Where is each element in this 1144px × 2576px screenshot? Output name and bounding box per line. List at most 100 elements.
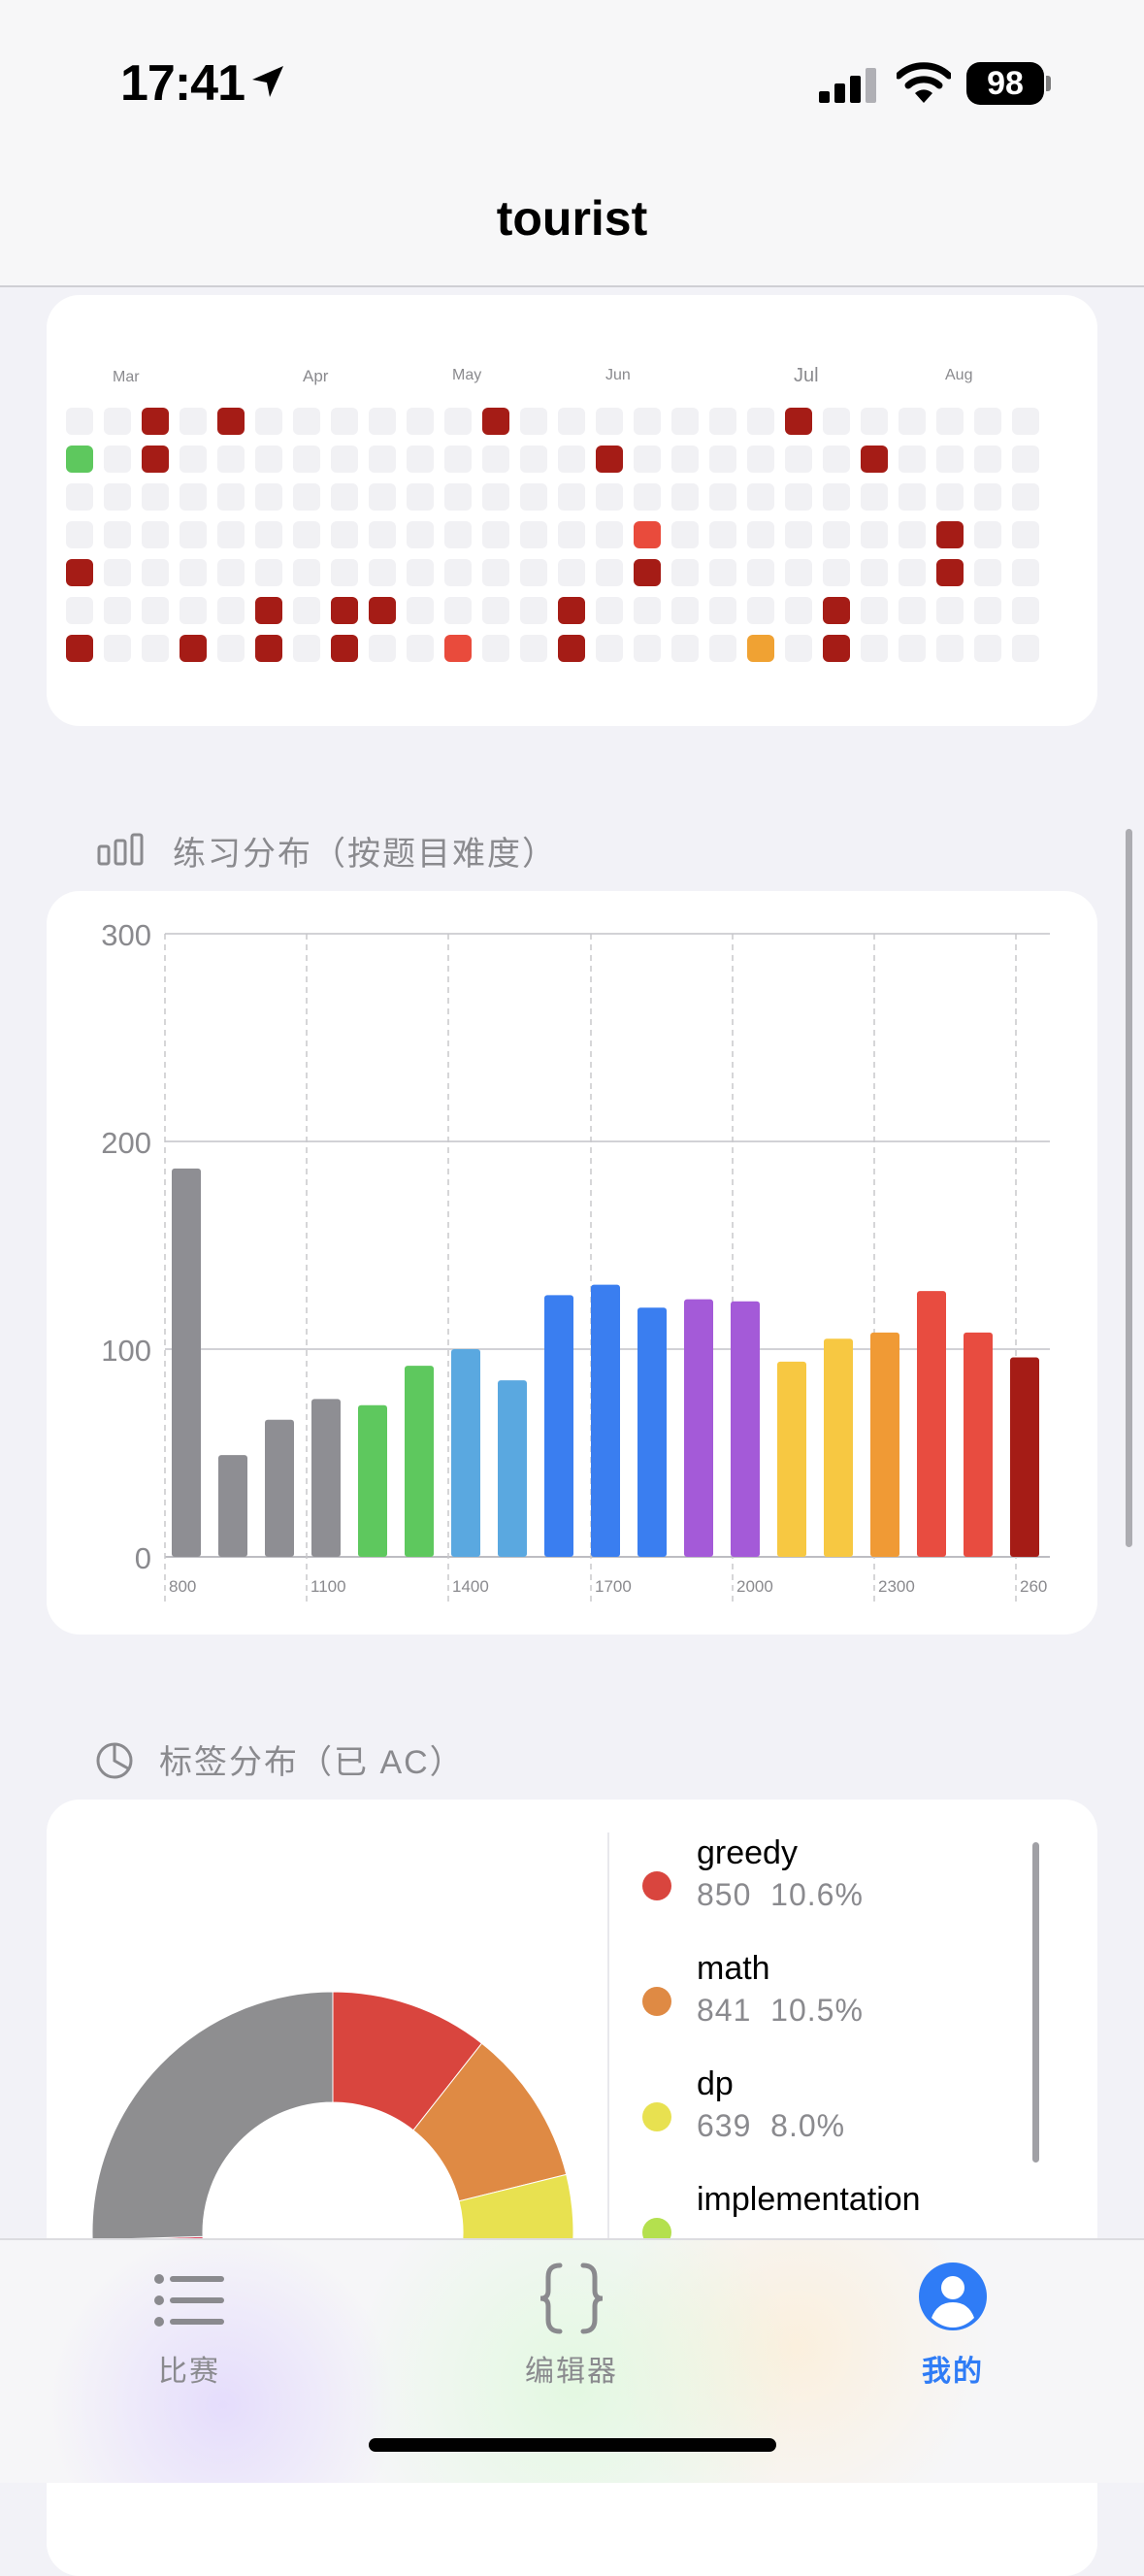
heatmap-cell bbox=[180, 597, 207, 624]
heatmap-cell bbox=[936, 521, 964, 548]
month-label: Aug bbox=[945, 367, 973, 383]
location-arrow-icon bbox=[252, 66, 283, 97]
heatmap-cell bbox=[596, 521, 623, 548]
bar-2500[interactable] bbox=[964, 1332, 993, 1557]
heatmap-cell bbox=[558, 483, 585, 511]
heatmap-cell bbox=[709, 559, 736, 586]
heatmap-cell bbox=[558, 597, 585, 624]
bar-1000[interactable] bbox=[265, 1419, 294, 1557]
heatmap-cell bbox=[407, 408, 434, 435]
heatmap-cell bbox=[671, 521, 699, 548]
bar-1700[interactable] bbox=[591, 1284, 620, 1557]
heatmap-cell bbox=[180, 635, 207, 662]
heatmap-cell bbox=[66, 635, 93, 662]
heatmap-cell bbox=[747, 597, 774, 624]
list-icon bbox=[154, 2274, 224, 2327]
page-title: tourist bbox=[496, 191, 648, 246]
heatmap-cell bbox=[142, 483, 169, 511]
heatmap-cell bbox=[1012, 635, 1039, 662]
heatmap-cell bbox=[671, 635, 699, 662]
y-tick-label: 0 bbox=[135, 1541, 151, 1575]
heatmap-cell bbox=[634, 408, 661, 435]
heatmap-cell bbox=[747, 559, 774, 586]
heatmap-cell bbox=[255, 559, 282, 586]
heatmap-cell bbox=[634, 446, 661, 473]
slice-other-5[interactable] bbox=[91, 1991, 334, 2241]
home-indicator[interactable] bbox=[369, 2438, 776, 2452]
tab-profile[interactable]: 我的 bbox=[836, 2240, 1069, 2434]
bar-1400[interactable] bbox=[451, 1349, 480, 1557]
person-icon bbox=[919, 2262, 987, 2330]
heatmap-cell bbox=[407, 559, 434, 586]
heatmap-cell bbox=[444, 559, 472, 586]
heatmap-cell bbox=[142, 635, 169, 662]
bar-1600[interactable] bbox=[544, 1295, 573, 1557]
bar-2000[interactable] bbox=[731, 1301, 760, 1557]
heatmap-cell bbox=[369, 635, 396, 662]
heatmap-cell bbox=[899, 635, 926, 662]
x-tick-label: 260 bbox=[1020, 1577, 1047, 1596]
heatmap-cell bbox=[407, 635, 434, 662]
x-tick-label: 1700 bbox=[595, 1577, 632, 1596]
bar-2100[interactable] bbox=[777, 1361, 806, 1557]
x-tick-label: 800 bbox=[169, 1577, 196, 1596]
legend-name-greedy: greedy bbox=[697, 1834, 798, 1871]
bar-1900[interactable] bbox=[684, 1299, 713, 1557]
heatmap-cell bbox=[785, 446, 812, 473]
heatmap-cell bbox=[709, 521, 736, 548]
tags-section-title: 标签分布（已 AC） bbox=[159, 1744, 465, 1781]
legend-scrollbar[interactable] bbox=[1032, 1842, 1039, 2163]
heatmap-cell bbox=[671, 597, 699, 624]
heatmap-cell bbox=[520, 446, 547, 473]
heatmap-cell bbox=[255, 521, 282, 548]
heatmap-cell bbox=[709, 408, 736, 435]
bar-2200[interactable] bbox=[824, 1338, 853, 1557]
heatmap-cell bbox=[217, 597, 245, 624]
heatmap-cell bbox=[785, 483, 812, 511]
pie-chart-icon bbox=[96, 1742, 133, 1779]
bar-900[interactable] bbox=[218, 1455, 247, 1557]
heatmap-cell bbox=[180, 559, 207, 586]
page-scrollbar[interactable] bbox=[1126, 829, 1132, 1547]
heatmap-cell bbox=[293, 559, 320, 586]
heatmap-cell bbox=[974, 521, 1001, 548]
battery-indicator: 98 bbox=[966, 62, 1044, 105]
heatmap-cell bbox=[1012, 559, 1039, 586]
bar-2300[interactable] bbox=[870, 1332, 899, 1557]
bar-2600[interactable] bbox=[1010, 1357, 1039, 1557]
bar-1500[interactable] bbox=[498, 1380, 527, 1557]
heatmap-cell bbox=[861, 597, 888, 624]
heatmap-cell bbox=[861, 408, 888, 435]
heatmap-cell bbox=[482, 483, 509, 511]
x-tick-label: 1100 bbox=[311, 1577, 346, 1596]
heatmap-cell bbox=[331, 597, 358, 624]
heatmap-cell bbox=[936, 635, 964, 662]
heatmap-cell bbox=[634, 521, 661, 548]
heatmap-cell bbox=[407, 597, 434, 624]
heatmap-cell bbox=[785, 408, 812, 435]
tab-editor[interactable]: 编辑器 bbox=[455, 2240, 688, 2434]
y-tick-label: 100 bbox=[101, 1334, 151, 1368]
heatmap-cell bbox=[293, 635, 320, 662]
heatmap-cell bbox=[482, 635, 509, 662]
heatmap-cell bbox=[709, 446, 736, 473]
heatmap-cell bbox=[369, 559, 396, 586]
heatmap-cell bbox=[861, 483, 888, 511]
bar-1300[interactable] bbox=[405, 1366, 434, 1557]
heatmap-cell bbox=[974, 408, 1001, 435]
bar-800[interactable] bbox=[172, 1168, 201, 1557]
heatmap-cell bbox=[634, 559, 661, 586]
bar-1800[interactable] bbox=[637, 1307, 667, 1557]
heatmap-cell bbox=[823, 483, 850, 511]
heatmap-cell bbox=[709, 483, 736, 511]
heatmap-cell bbox=[520, 559, 547, 586]
heatmap-cell bbox=[142, 559, 169, 586]
heatmap-cell bbox=[444, 446, 472, 473]
tab-contests[interactable]: 比赛 bbox=[73, 2240, 306, 2434]
heatmap-cell bbox=[331, 559, 358, 586]
heatmap-cell bbox=[104, 408, 131, 435]
bar-1200[interactable] bbox=[358, 1404, 387, 1557]
bar-1100[interactable] bbox=[311, 1399, 341, 1557]
bar-2400[interactable] bbox=[917, 1291, 946, 1557]
month-label: Mar bbox=[113, 369, 140, 385]
